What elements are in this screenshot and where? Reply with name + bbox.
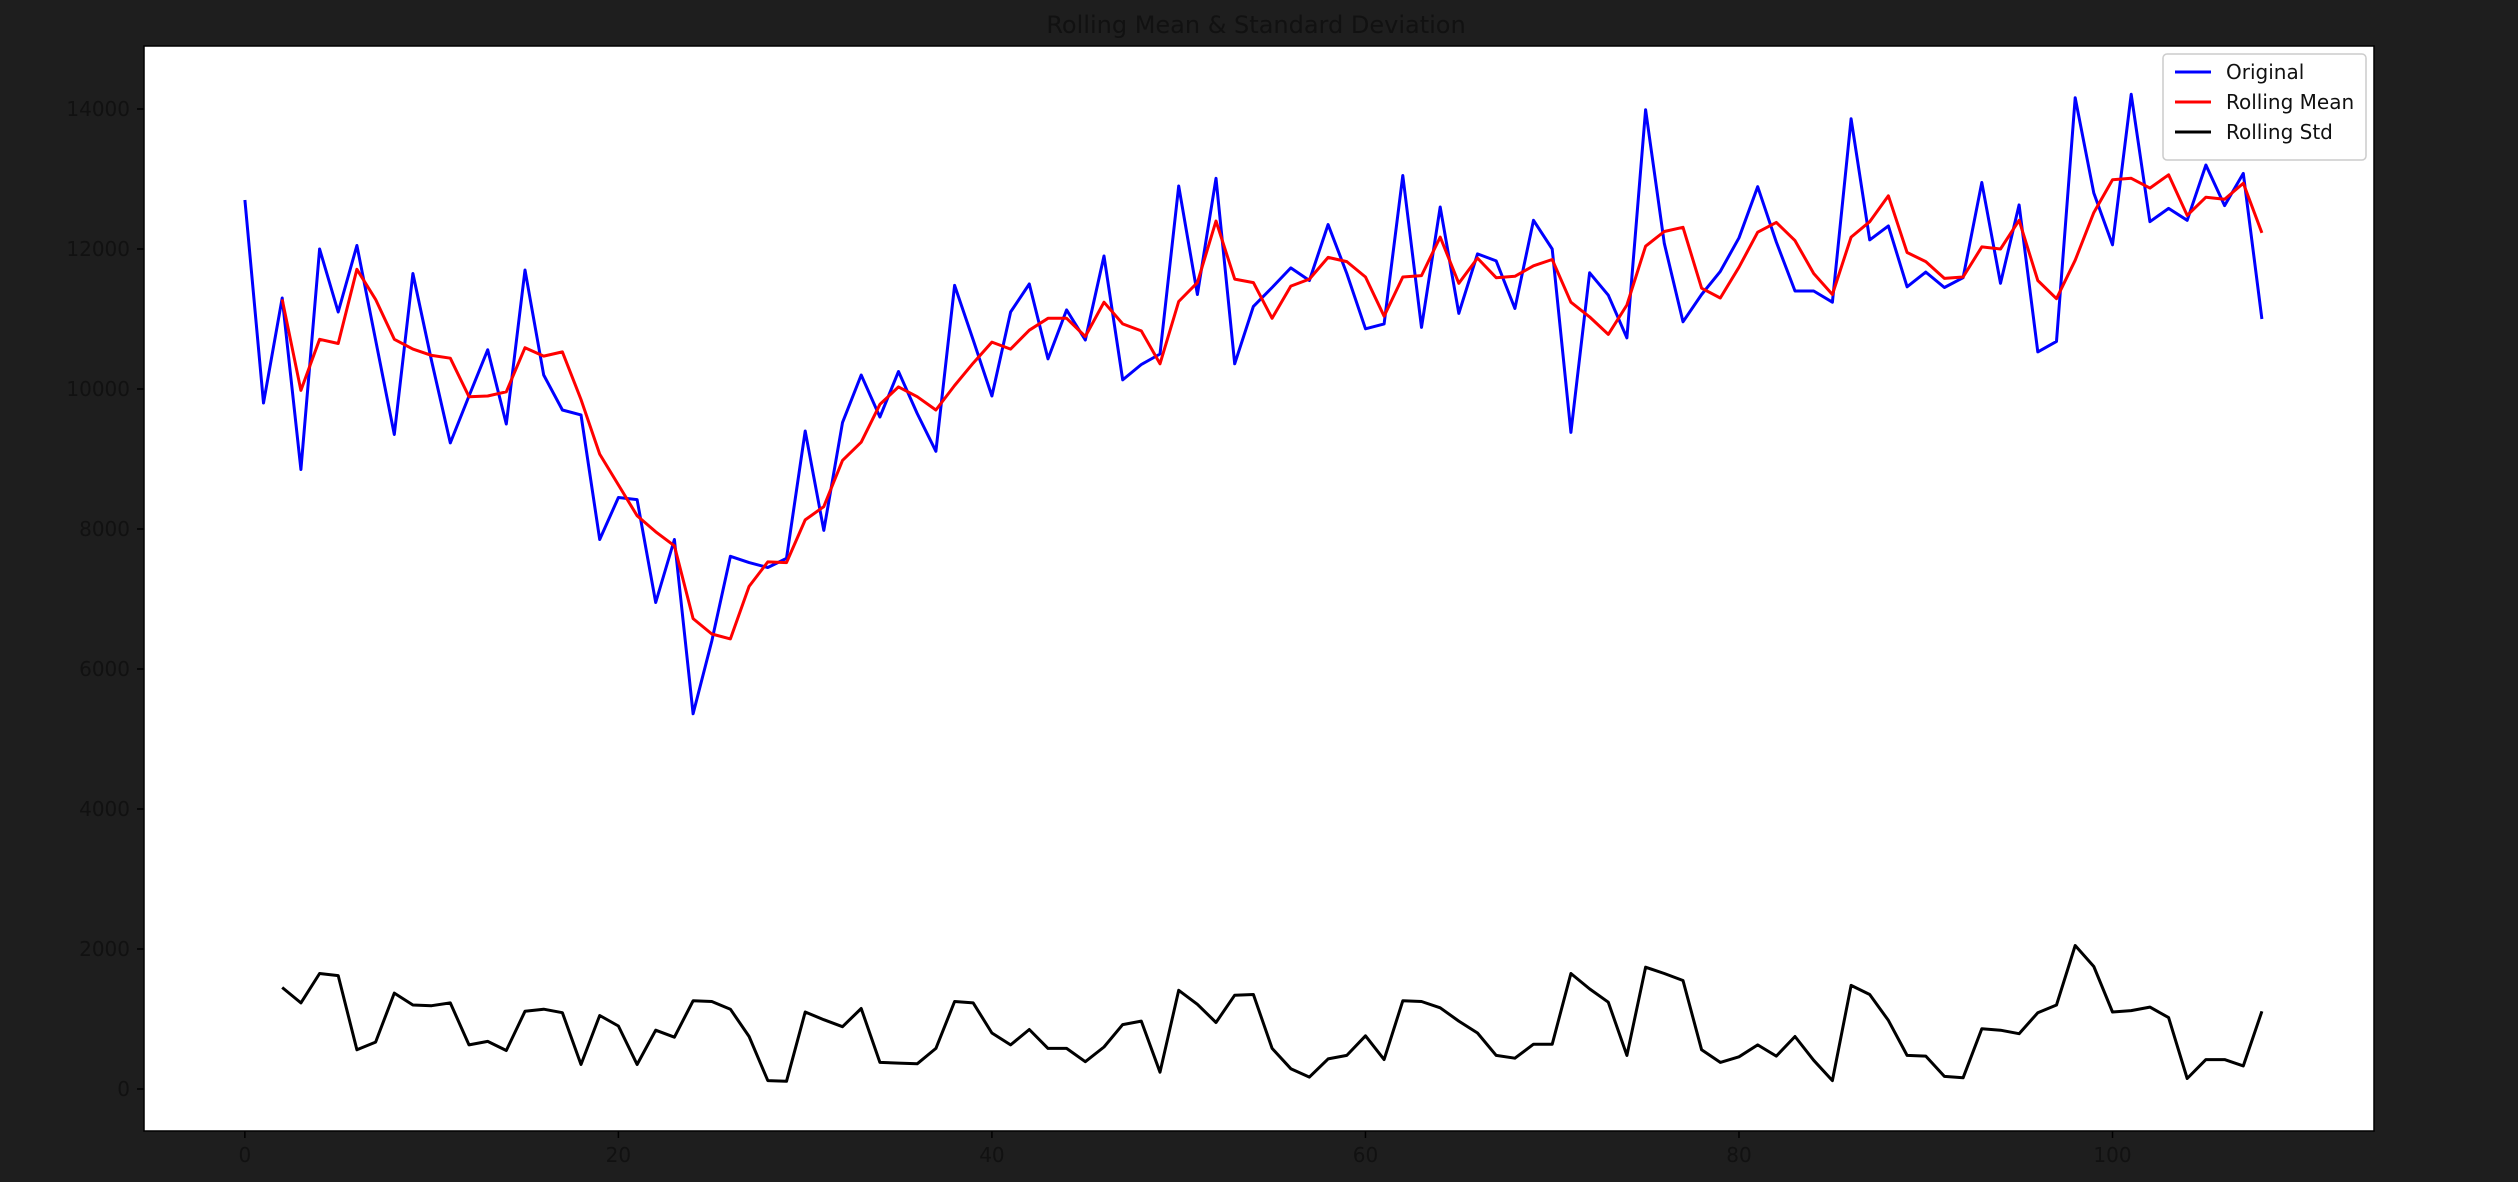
y-tick-label: 0 (117, 1077, 130, 1101)
y-axis: 0 2000 4000 6000 8000 10000 12000 14000 (66, 97, 144, 1101)
y-tick-label: 4000 (79, 797, 130, 821)
legend: Original Rolling Mean Rolling Std (2162, 53, 2367, 161)
x-tick-label: 100 (2093, 1143, 2131, 1167)
legend-label: Original (2226, 60, 2304, 84)
y-tick-label: 14000 (66, 97, 130, 121)
x-tick-label: 20 (606, 1143, 631, 1167)
y-tick-label: 12000 (66, 237, 130, 261)
x-tick-label: 40 (979, 1143, 1004, 1167)
series-layer (243, 92, 2264, 1083)
plot-area (143, 45, 2375, 1132)
series-line-rolling-mean (280, 173, 2264, 641)
legend-label: Rolling Std (2226, 120, 2333, 144)
series-line-rolling-std (281, 944, 2264, 1083)
y-tick-label: 2000 (79, 937, 130, 961)
series-line-original (243, 92, 2264, 716)
y-tick-label: 10000 (66, 377, 130, 401)
x-tick-label: 60 (1353, 1143, 1378, 1167)
legend-label: Rolling Mean (2226, 90, 2354, 114)
x-tick-label: 0 (238, 1143, 251, 1167)
x-axis: 0 20 40 60 80 100 (238, 1131, 2132, 1167)
y-tick-label: 8000 (79, 517, 130, 541)
x-tick-label: 80 (1726, 1143, 1751, 1167)
chart-title: Rolling Mean & Standard Deviation (1046, 11, 1465, 39)
legend-box (2162, 53, 2367, 161)
y-tick-label: 6000 (79, 657, 130, 681)
